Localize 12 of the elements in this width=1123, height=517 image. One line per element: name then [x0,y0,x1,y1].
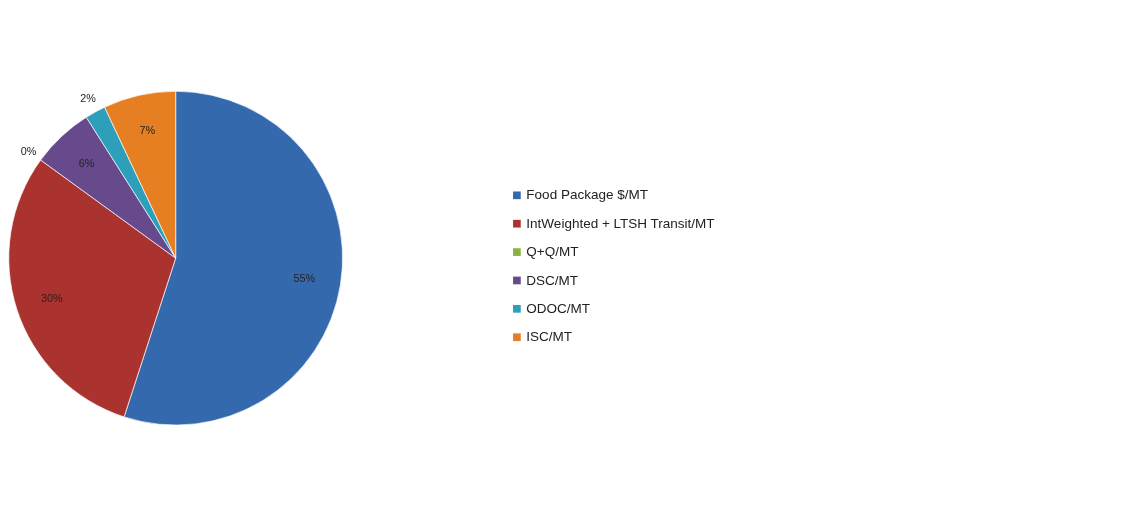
legend-label: Q+Q/MT [526,244,579,260]
legend-label: DSC/MT [526,272,579,288]
legend-label: Food Package $/MT [526,187,648,203]
data-label: 2% [80,92,97,105]
legend-label: ISC/MT [526,329,573,345]
legend-label: IntWeighted + LTSH Transit/MT [526,215,715,231]
data-label: 6% [78,156,95,169]
legend-label: ODOC/MT [526,300,591,316]
data-label: 55% [293,271,316,284]
data-label: 30% [41,291,64,304]
text: 0% [20,144,37,157]
data-label: 7% [139,124,156,137]
